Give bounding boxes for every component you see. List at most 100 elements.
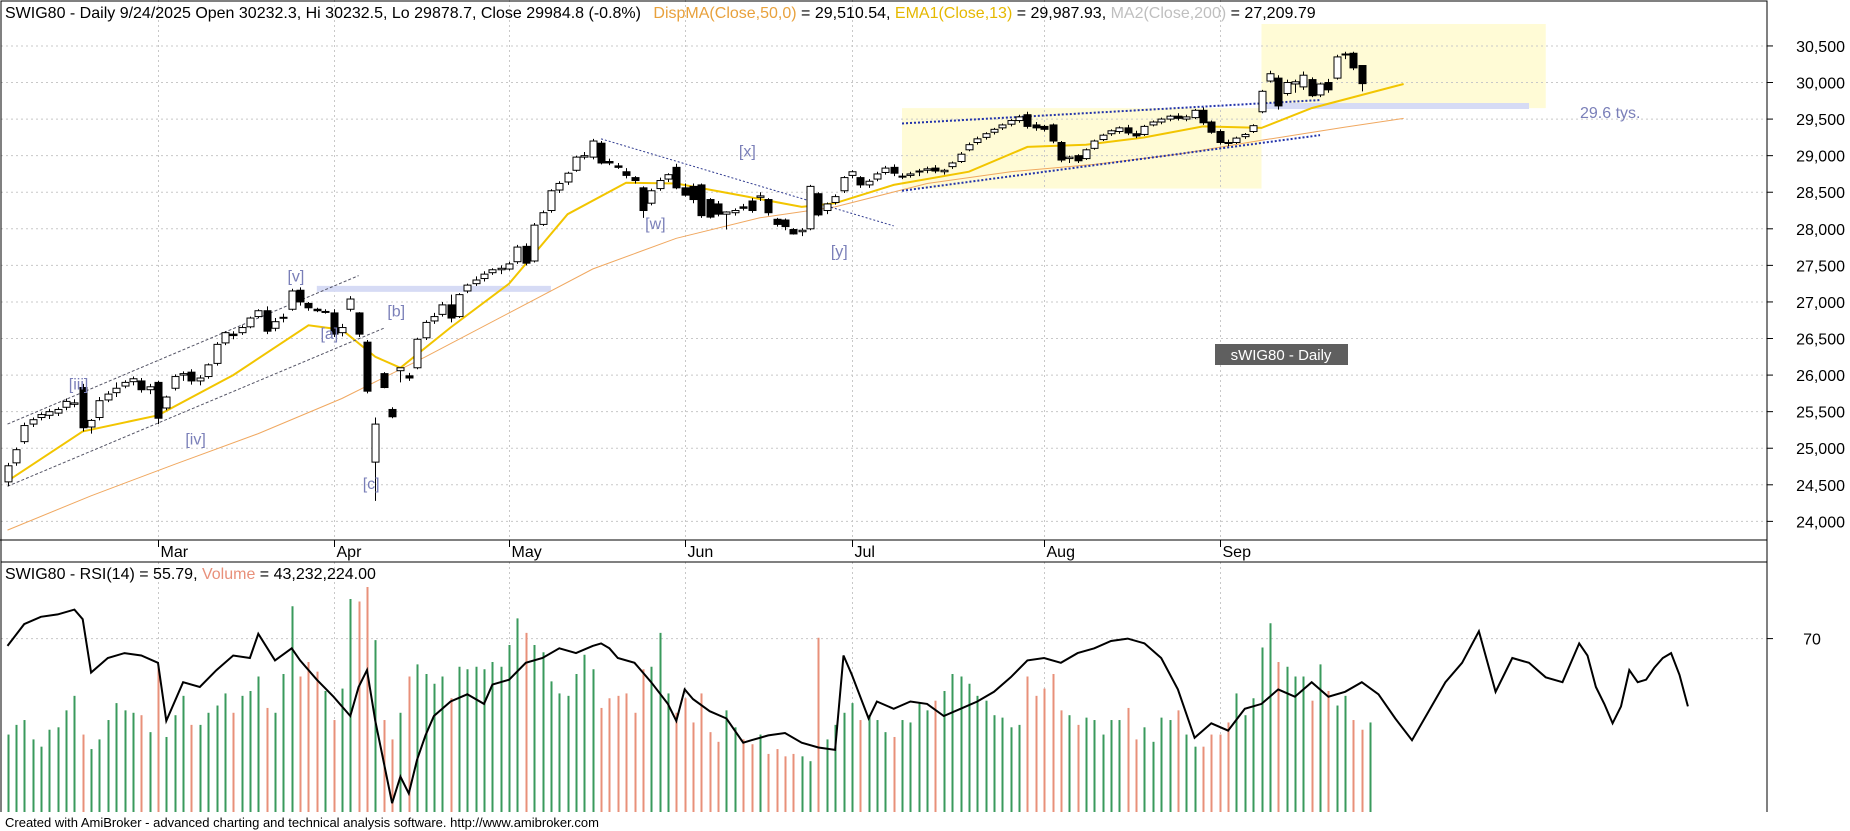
candle-up	[104, 393, 113, 401]
chart-header: SWIG80 - Daily 9/24/2025 Open 30232.3, H…	[5, 5, 1316, 22]
resistance-bands	[316, 102, 1530, 292]
candle-up	[70, 402, 79, 405]
candle-down	[187, 371, 196, 382]
candle-up	[112, 387, 121, 394]
candle-up	[881, 167, 890, 173]
candle-up	[422, 321, 431, 339]
candle-up	[722, 211, 731, 215]
candle-up	[37, 414, 46, 419]
candle-down	[363, 341, 372, 392]
rsi-path	[6, 608, 1689, 804]
candle-up	[1258, 90, 1267, 113]
candle-down	[1124, 127, 1133, 134]
candle-up	[20, 425, 29, 443]
candle-up	[213, 343, 222, 364]
header-prefix: SWIG80 - Daily 9/24/2025 Open 30232.3, H…	[5, 5, 641, 22]
candle-up	[547, 190, 556, 212]
candle-up	[948, 162, 957, 168]
candle-down	[1324, 82, 1333, 91]
candle-up	[472, 279, 481, 285]
rsi-line	[6, 608, 1689, 804]
candle-up	[1157, 118, 1166, 123]
candle-up	[455, 294, 464, 318]
candle-up	[62, 400, 71, 408]
price-tick-label: 24,000	[1796, 514, 1845, 531]
candle-down	[1074, 155, 1083, 162]
candle-up	[1149, 121, 1158, 126]
candle-up	[1107, 130, 1116, 135]
rsi-header: SWIG80 - RSI(14) = 55.79, Volume = 43,23…	[5, 566, 376, 583]
candle-up	[1333, 56, 1342, 79]
watermark-label: sWIG80 - Daily	[1231, 347, 1332, 364]
candle-down	[597, 142, 606, 164]
consolidation-zone	[902, 108, 1262, 189]
candle-up	[923, 168, 932, 171]
candle-up	[497, 267, 506, 271]
candle-up	[572, 156, 581, 171]
candle-up	[204, 364, 213, 378]
rsi-label: SWIG80 - RSI(14) = 55.79,	[5, 566, 202, 583]
candle-up	[848, 171, 857, 176]
candle-up	[915, 170, 924, 173]
price-tick-label: 29,500	[1796, 112, 1845, 129]
candle-up	[1115, 127, 1124, 133]
candle-up	[656, 180, 665, 190]
candle-up	[982, 133, 991, 138]
price-tick-label: 28,500	[1796, 185, 1845, 202]
candle-up	[1191, 109, 1200, 119]
candle-up	[798, 229, 807, 233]
candle-up	[589, 140, 598, 158]
candle-up	[1232, 137, 1241, 143]
candle-down	[781, 219, 790, 228]
candle-up	[530, 224, 539, 262]
candle-down	[79, 387, 88, 429]
candle-up	[505, 263, 514, 270]
candle-up	[1299, 74, 1308, 88]
candle-up	[238, 327, 247, 334]
target-label: 29.6 tys.	[1580, 105, 1640, 122]
candle-up	[4, 465, 13, 483]
month-label: Apr	[337, 544, 363, 561]
candle-up	[254, 310, 263, 318]
candle-up	[129, 378, 138, 383]
month-label: Jul	[855, 544, 875, 561]
price-axis: 24,000 24,500 25,000 25,500 26,000 26,500 27,0…	[1767, 39, 1845, 531]
candle-up	[480, 273, 489, 280]
ema-value: = 29,987.93,	[1017, 5, 1111, 22]
candle-down	[296, 289, 305, 303]
candle-up	[1015, 116, 1024, 122]
candle-down	[672, 166, 681, 189]
candle-up	[513, 246, 522, 263]
candle-down	[1349, 52, 1358, 69]
candle-down	[1032, 124, 1041, 129]
candle-up	[413, 338, 422, 369]
watermark-box	[1215, 344, 1348, 365]
ema-label: EMA1(Close,13)	[895, 5, 1012, 22]
trendline	[7, 327, 384, 487]
wave-label: [c]	[363, 476, 380, 493]
candle-down	[330, 312, 339, 335]
wave-label: [y]	[831, 244, 848, 261]
candle-up	[171, 376, 180, 389]
consolidation-zone	[1261, 24, 1546, 109]
candle-up	[95, 400, 104, 419]
candle-down	[1274, 77, 1283, 107]
candle-up	[121, 381, 130, 387]
candle-down	[689, 185, 698, 201]
candle-down	[1224, 141, 1233, 144]
candle-down	[706, 199, 715, 218]
candlesticks	[4, 51, 1367, 501]
wave-label: [v]	[287, 268, 304, 285]
trendline	[600, 138, 894, 227]
candle-up	[973, 138, 982, 143]
price-tick-label: 30,000	[1796, 76, 1845, 93]
price-tick-label: 26,000	[1796, 368, 1845, 385]
candle-up	[279, 316, 288, 319]
wave-label: [w]	[645, 216, 665, 233]
price-tick-label: 25,000	[1796, 441, 1845, 458]
candle-down	[931, 167, 940, 172]
candle-down	[388, 408, 397, 418]
ma-label: MA2(Close,200)	[1111, 5, 1227, 22]
candle-down	[748, 200, 757, 212]
candle-down	[137, 380, 146, 391]
